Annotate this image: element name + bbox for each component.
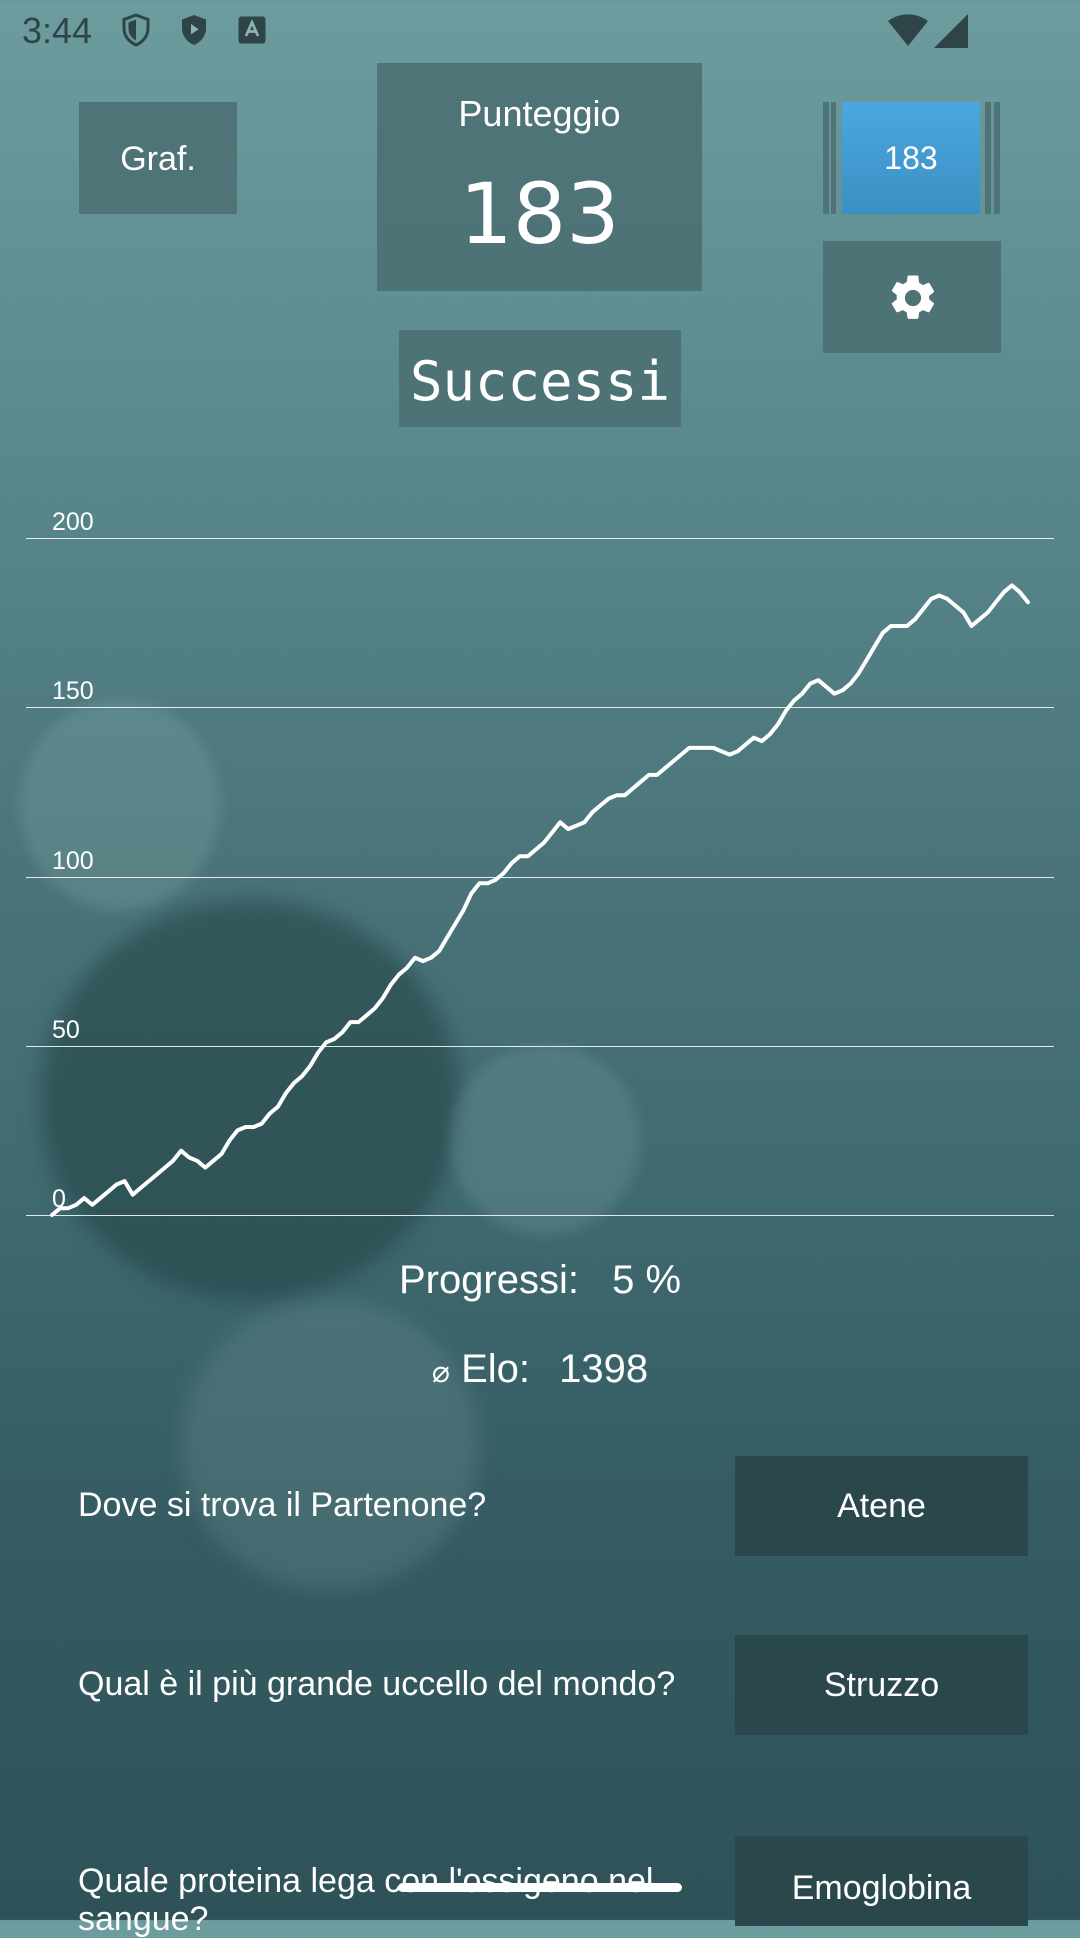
qa-row: Dove si trova il Partenone? Atene [0, 1456, 1080, 1556]
counter-stripe [823, 102, 829, 214]
question-line: Quale proteina lega con l'ossigeno nel [78, 1862, 654, 1900]
chart-y-tick-label: 0 [52, 1185, 66, 1213]
settings-button[interactable] [823, 241, 1001, 353]
question-line: sangue? [78, 1900, 209, 1938]
progress-value: 5 % [612, 1258, 682, 1302]
chart-gridline [26, 1045, 1054, 1047]
chart-y-tick-label: 100 [52, 846, 94, 875]
status-time: 3:44 [22, 10, 93, 51]
answer-label: Atene [837, 1486, 926, 1525]
elo-stat: ⌀ Elo: 1398 [0, 1347, 1080, 1392]
score-counter[interactable]: 183 [823, 102, 1001, 214]
chart-gridline [26, 876, 1054, 878]
answer-button[interactable]: Atene [735, 1456, 1028, 1556]
counter-value: 183 [884, 140, 938, 176]
chart-line-plot [50, 583, 1030, 1217]
question-text: Qual è il più grande uccello del mondo? [78, 1665, 676, 1703]
answer-label: Emoglobina [791, 1868, 972, 1907]
graph-button[interactable]: Graf. [79, 102, 237, 214]
chart-y-tick-label: 50 [52, 1015, 80, 1044]
progress-chart: 0 50 100 150 200 [0, 500, 1080, 1240]
chart-y-tick-label: 150 [52, 677, 94, 706]
qa-row: Qual è il più grande uccello del mondo? … [0, 1635, 1080, 1735]
graph-button-label: Graf. [120, 140, 196, 178]
score-value: 183 [459, 165, 620, 263]
question-text: Quale proteina lega con l'ossigeno nel s… [78, 1862, 653, 1938]
status-bar: 3:44 [0, 0, 1080, 62]
wifi-icon [888, 14, 928, 47]
play-protect-icon [182, 15, 206, 45]
elo-label: Elo: [461, 1347, 530, 1391]
answer-label: Struzzo [823, 1665, 940, 1704]
chart-gridline [26, 1215, 1054, 1216]
shield-icon [122, 13, 150, 47]
answer-button[interactable]: Struzzo [735, 1635, 1028, 1735]
elo-value: 1398 [559, 1347, 649, 1391]
counter-stripe [831, 102, 836, 214]
counter-stripe [985, 102, 991, 214]
question-text: Dove si trova il Partenone? [78, 1486, 487, 1524]
achievements-button[interactable]: Successi [399, 330, 681, 427]
average-icon: ⌀ [431, 1356, 450, 1389]
font-icon [238, 16, 266, 44]
chart-gridline [26, 707, 1054, 709]
gear-icon [891, 275, 935, 319]
qa-row: Quale proteina lega con l'ossigeno nel s… [0, 1836, 1080, 1938]
chart-gridline [26, 538, 1054, 539]
progress-stat: Progressi: 5 % [0, 1258, 1080, 1303]
achievements-label: Successi [409, 350, 671, 413]
counter-stripe [994, 102, 1000, 214]
chart-y-tick-label: 200 [52, 508, 94, 536]
home-indicator[interactable] [398, 1883, 682, 1892]
signal-icon [934, 14, 968, 48]
progress-label: Progressi: [398, 1258, 579, 1302]
counter-box: 183 [842, 102, 980, 214]
score-label: Punteggio [458, 93, 621, 134]
score-panel: Punteggio 183 [377, 63, 702, 291]
chart-series-line [50, 583, 1030, 1217]
answer-button[interactable]: Emoglobina [735, 1836, 1028, 1926]
